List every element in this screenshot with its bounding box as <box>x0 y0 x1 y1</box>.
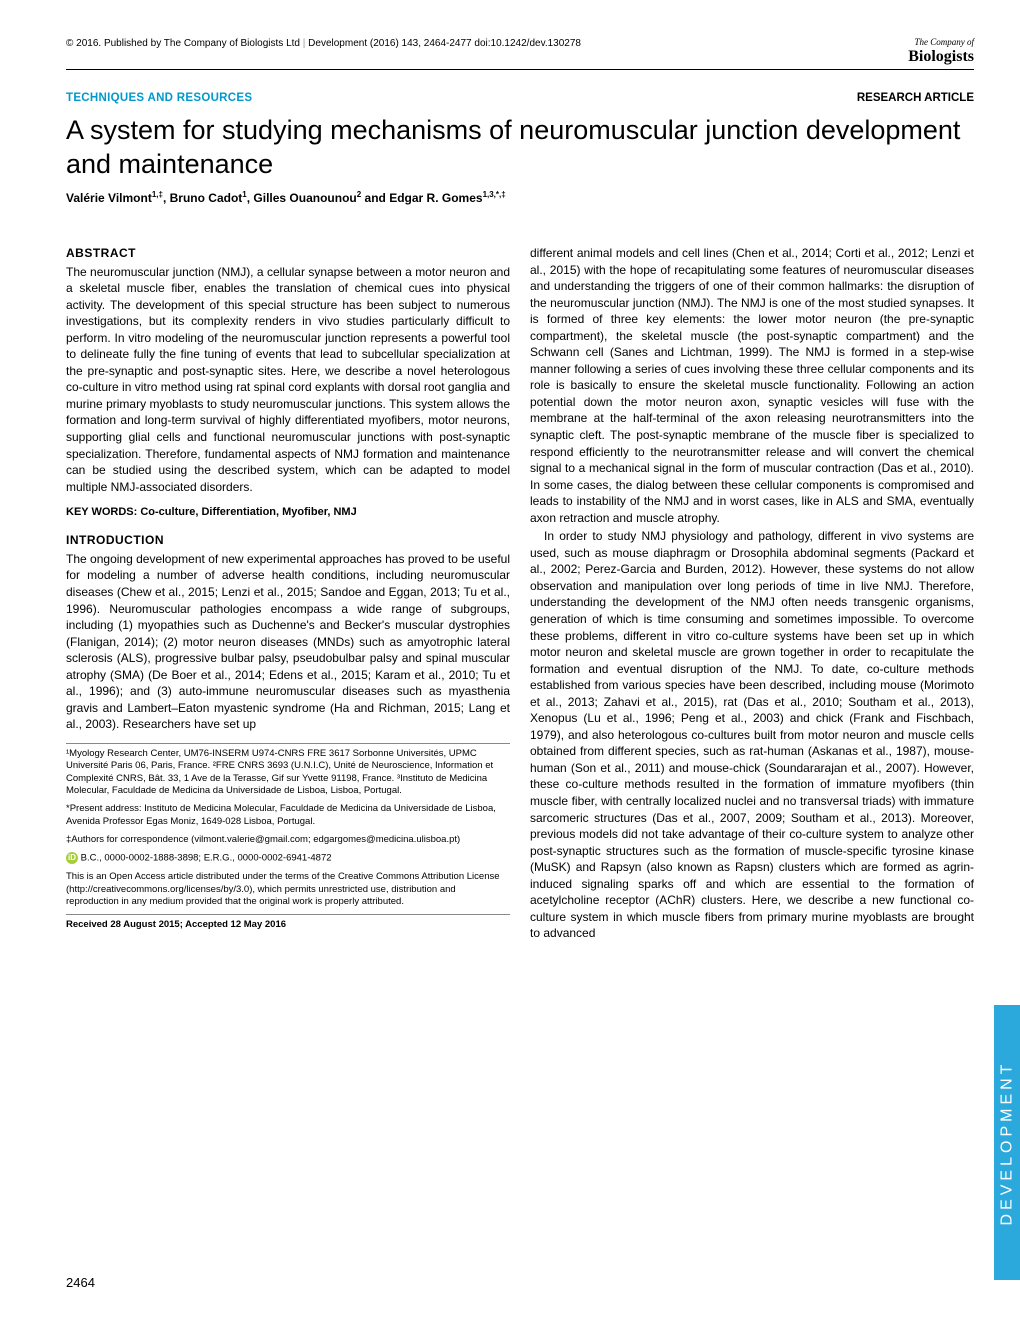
section-labels: TECHNIQUES AND RESOURCES RESEARCH ARTICL… <box>66 92 974 104</box>
footnotes-block: ¹Myology Research Center, UM76-INSERM U9… <box>66 743 510 932</box>
left-column: ABSTRACT The neuromuscular junction (NMJ… <box>66 245 510 944</box>
header-bar: © 2016. Published by The Company of Biol… <box>66 38 974 70</box>
abstract-heading: ABSTRACT <box>66 245 510 262</box>
present-address: *Present address: Instituto de Medicina … <box>66 803 510 828</box>
article-title: A system for studying mechanisms of neur… <box>66 114 974 182</box>
introduction-heading: INTRODUCTION <box>66 532 510 549</box>
received-dates: Received 28 August 2015; Accepted 12 May… <box>66 914 510 931</box>
section-type: TECHNIQUES AND RESOURCES <box>66 92 252 104</box>
correspondence: ‡Authors for correspondence (vilmont.val… <box>66 834 510 846</box>
body-paragraph-1: different animal models and cell lines (… <box>530 245 974 526</box>
page-number: 2464 <box>66 1275 95 1290</box>
license-text: This is an Open Access article distribut… <box>66 871 510 908</box>
copyright-text: © 2016. Published by The Company of Biol… <box>66 38 300 49</box>
copyright-line: © 2016. Published by The Company of Biol… <box>66 38 581 49</box>
article-type: RESEARCH ARTICLE <box>857 92 974 104</box>
side-tab-label: DEVELOPMENT <box>998 1060 1016 1225</box>
publisher-logo: The Company of Biologists <box>908 38 974 65</box>
affiliations: ¹Myology Research Center, UM76-INSERM U9… <box>66 748 510 797</box>
keywords: KEY WORDS: Co-culture, Differentiation, … <box>66 505 510 520</box>
right-column: different animal models and cell lines (… <box>530 245 974 944</box>
logo-bottom: Biologists <box>908 48 974 66</box>
two-column-body: ABSTRACT The neuromuscular junction (NMJ… <box>66 245 974 944</box>
orcid-icon: iD <box>66 852 78 864</box>
journal-side-tab: DEVELOPMENT <box>994 1005 1020 1280</box>
journal-citation: Development (2016) 143, 2464-2477 doi:10… <box>308 38 581 49</box>
body-paragraph-2: In order to study NMJ physiology and pat… <box>530 528 974 942</box>
logo-top: The Company of <box>908 38 974 48</box>
intro-paragraph-1: The ongoing development of new experimen… <box>66 551 510 733</box>
orcid-ids: B.C., 0000-0002-1888-3898; E.R.G., 0000-… <box>81 853 332 864</box>
orcid-line: iD B.C., 0000-0002-1888-3898; E.R.G., 00… <box>66 852 510 865</box>
abstract-text: The neuromuscular junction (NMJ), a cell… <box>66 264 510 496</box>
author-list: Valérie Vilmont1,‡, Bruno Cadot1, Gilles… <box>66 190 974 205</box>
